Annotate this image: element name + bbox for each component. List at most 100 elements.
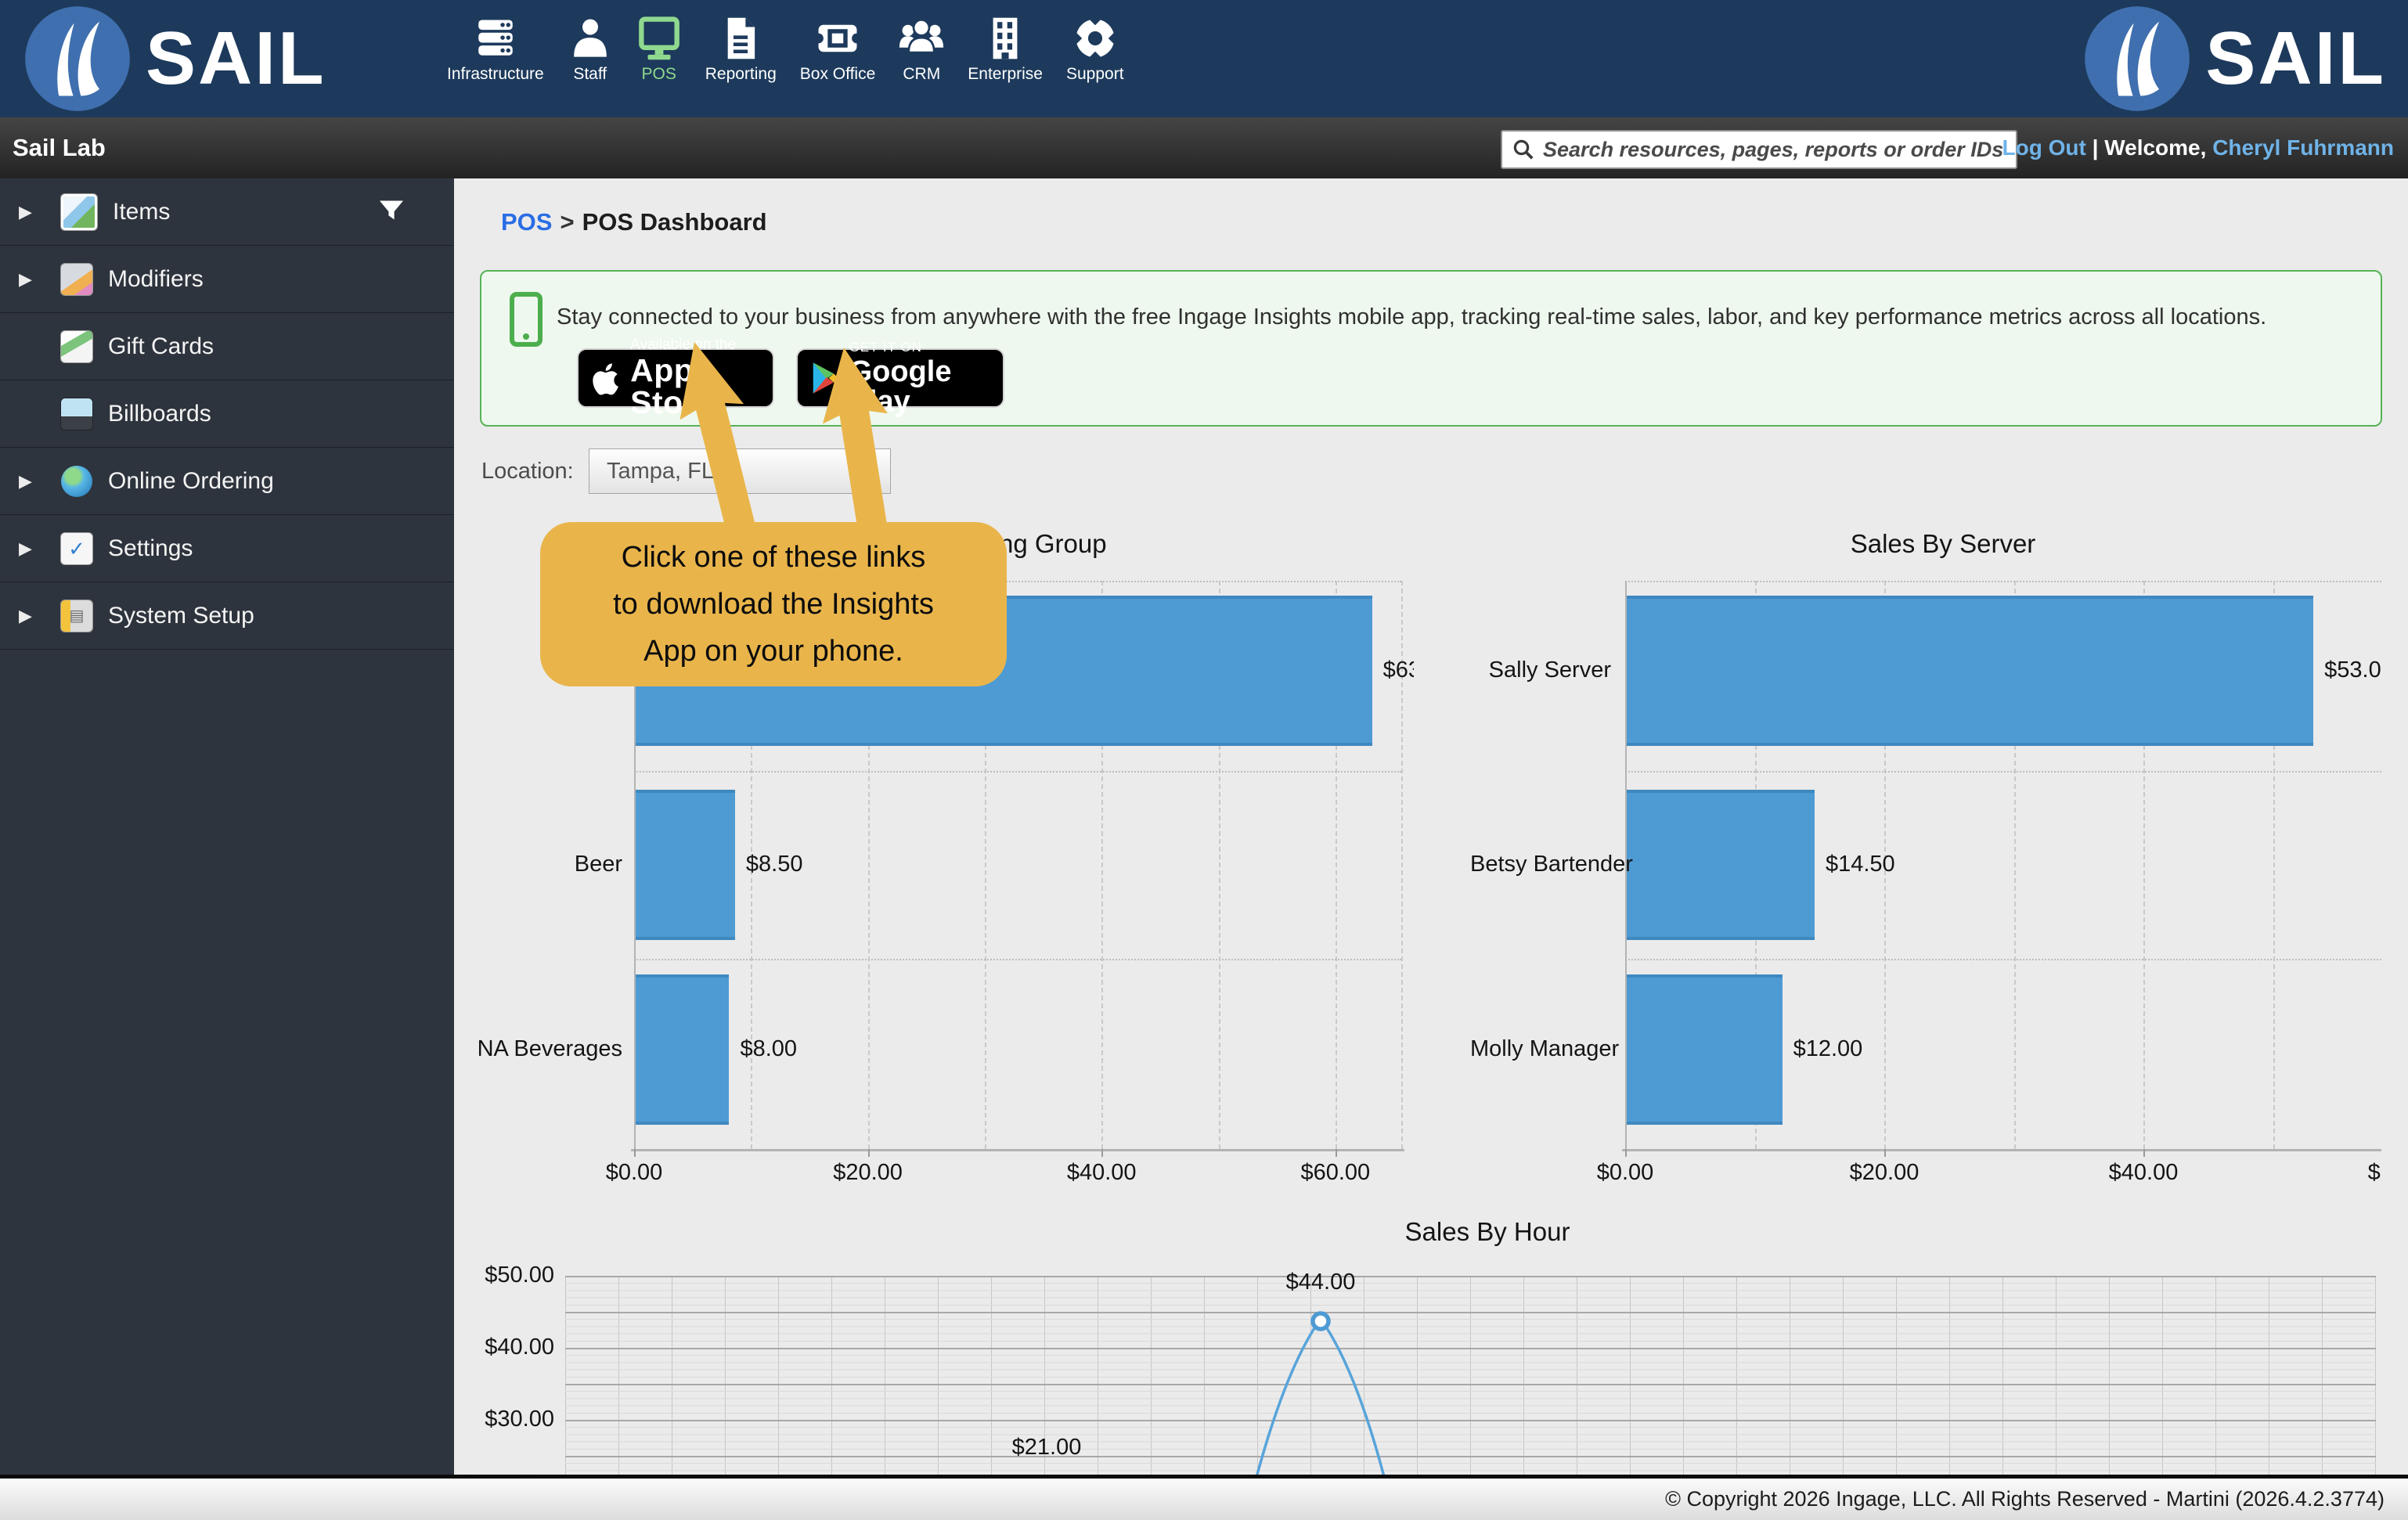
sidebar-item-label: Billboards — [108, 400, 211, 427]
user-link[interactable]: Cheryl Fuhrmann — [2212, 135, 2394, 160]
reporting-icon — [718, 9, 763, 61]
category-label: Beer — [574, 852, 622, 877]
phone-icon — [510, 292, 543, 347]
brand-name: SAIL — [2205, 16, 2386, 100]
google-play-icon — [813, 362, 838, 394]
logout-link[interactable]: Log Out — [2002, 135, 2086, 160]
category-label: Molly Manager — [1470, 1036, 1620, 1061]
peak-marker — [1310, 1311, 1331, 1331]
callout-arrow-right — [822, 348, 891, 538]
gridline — [1401, 581, 1403, 1149]
sail-logo-right: SAIL — [2083, 5, 2386, 113]
staff-icon — [568, 9, 613, 61]
nav-item-staff[interactable]: Staff — [556, 9, 625, 84]
download-app-callout: Click one of these links to download the… — [540, 522, 1007, 686]
settings-icon: ✓ — [61, 532, 92, 564]
search-box[interactable] — [1501, 130, 2017, 169]
major-gridline — [565, 1420, 2376, 1421]
google-play-tagline: GET IT ON — [849, 339, 922, 355]
callout-line: App on your phone. — [643, 635, 903, 668]
sidebar-item-online-ordering[interactable]: ▶ Online Ordering — [0, 448, 454, 515]
nav-item-reporting[interactable]: Reporting — [694, 9, 788, 84]
major-gridline — [565, 1348, 2376, 1349]
expand-arrow-icon[interactable]: ▶ — [19, 268, 32, 289]
callout-line: to download the Insights — [613, 588, 934, 621]
sidebar-item-settings[interactable]: ▶ ✓ Settings — [0, 515, 454, 582]
account-links: Log Out | Welcome, Cheryl Fuhrmann — [2002, 117, 2394, 178]
nav-item-label: Reporting — [705, 65, 777, 83]
bar — [1627, 596, 2314, 746]
expand-arrow-icon[interactable]: ▶ — [19, 538, 32, 558]
sail-logo-icon — [2085, 6, 2190, 111]
nav-item-label: CRM — [903, 65, 941, 83]
expand-arrow-icon[interactable]: ▶ — [19, 470, 32, 491]
breadcrumb-separator: > — [560, 208, 575, 236]
hour-plot — [565, 1276, 2376, 1475]
callout-line: Click one of these links — [621, 541, 926, 574]
online-ordering-icon — [61, 465, 92, 497]
nav-item-label: Support — [1066, 65, 1124, 83]
gridline — [1335, 581, 1337, 1149]
x-tick-label: $20.00 — [833, 1160, 903, 1185]
value-label: $14.50 — [1825, 852, 1895, 877]
row-separator — [634, 771, 1401, 773]
location-label: Location: — [481, 459, 574, 484]
gridline — [1101, 581, 1104, 1149]
filter-icon[interactable] — [377, 197, 406, 225]
support-icon — [1072, 9, 1118, 61]
y-axis — [634, 581, 636, 1149]
gridline — [867, 581, 870, 1149]
welcome-text: | Welcome, — [2085, 135, 2213, 160]
sidebar-item-system-setup[interactable]: ▶ ▤ System Setup — [0, 582, 454, 650]
major-gridline — [565, 1276, 2376, 1277]
bar — [1627, 974, 1783, 1125]
copyright-text: © Copyright 2026 Ingage, LLC. All Rights… — [1665, 1487, 2385, 1511]
row-separator — [1625, 771, 2381, 773]
gridline — [2143, 581, 2145, 1149]
expand-arrow-icon[interactable]: ▶ — [19, 605, 32, 625]
brand-name: SAIL — [146, 16, 326, 100]
sidebar-item-billboards[interactable]: Billboards — [0, 380, 454, 448]
breadcrumb-current: POS Dashboard — [582, 208, 767, 236]
sidebar-item-label: Settings — [108, 535, 193, 561]
x-tick — [1625, 1149, 1627, 1157]
category-label: Betsy Bartender — [1470, 852, 1633, 877]
sidebar-item-items[interactable]: ▶ Items — [0, 178, 454, 246]
x-axis — [1622, 1149, 2381, 1151]
y-tick-label: $30.00 — [485, 1407, 554, 1432]
nav-item-label: Staff — [573, 65, 607, 83]
nav-item-pos[interactable]: POS — [625, 9, 694, 84]
gridline — [2013, 581, 2016, 1149]
sail-logo-icon — [25, 6, 130, 111]
gridline — [751, 581, 753, 1149]
row-separator — [1625, 581, 2381, 582]
y-tick-label: $40.00 — [485, 1335, 554, 1360]
modifiers-icon — [61, 263, 92, 295]
expand-arrow-icon[interactable]: ▶ — [19, 201, 32, 222]
x-tick — [1101, 1149, 1104, 1157]
nav-item-boxoffice[interactable]: Box Office — [788, 9, 888, 84]
value-label: $8.00 — [740, 1036, 798, 1061]
sidebar-item-modifiers[interactable]: ▶ Modifiers — [0, 246, 454, 313]
app-store-badge[interactable]: Available on the App Store — [577, 337, 774, 419]
mobile-app-banner: Stay connected to your business from any… — [480, 270, 2382, 427]
major-gridline — [565, 1456, 2376, 1457]
nav-item-support[interactable]: Support — [1054, 9, 1136, 84]
nav-item-enterprise[interactable]: Enterprise — [956, 9, 1054, 84]
sidebar-item-label: Online Ordering — [108, 467, 274, 494]
callout-arrow-left — [680, 342, 759, 538]
sidebar-item-gift-cards[interactable]: Gift Cards — [0, 313, 454, 380]
gift-cards-icon — [61, 330, 92, 362]
search-input[interactable] — [1541, 133, 2016, 166]
data-label-21: $21.00 — [1011, 1435, 1082, 1460]
row-separator — [634, 581, 1401, 582]
x-tick — [1884, 1149, 1886, 1157]
bar — [1627, 790, 1815, 940]
nav-item-crm[interactable]: CRM — [887, 9, 956, 84]
value-label: $8.50 — [745, 852, 803, 877]
breadcrumb-pos-link[interactable]: POS — [501, 208, 553, 236]
location-value: Tampa, FL — [607, 458, 714, 484]
system-setup-icon: ▤ — [61, 600, 92, 632]
nav-item-infrastructure[interactable]: Infrastructure — [435, 9, 556, 84]
row-separator — [1625, 959, 2381, 960]
